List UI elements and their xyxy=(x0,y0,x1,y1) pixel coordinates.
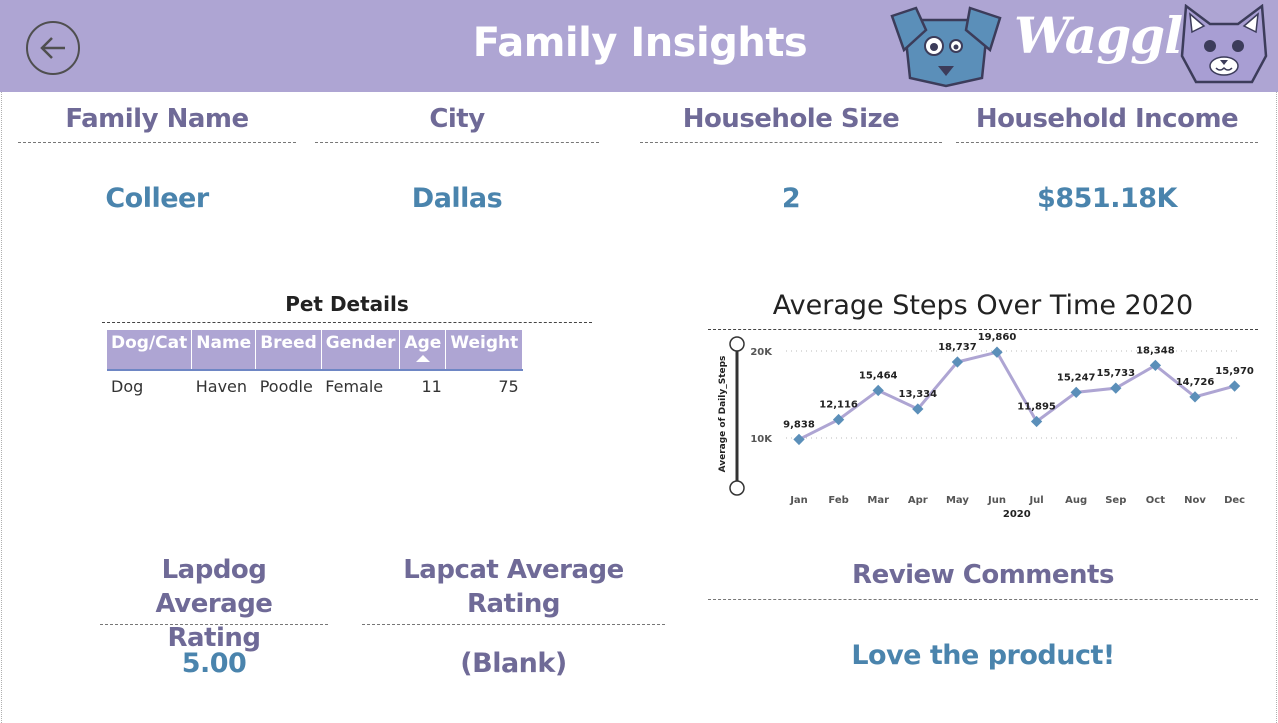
review-comments-value: Love the product! xyxy=(851,640,1115,671)
data-label: 15,247 xyxy=(1057,372,1096,383)
review-comments-label: Review Comments xyxy=(852,560,1114,590)
x-tick-label: Jan xyxy=(789,495,808,506)
cell-gender: Female xyxy=(325,377,384,396)
table-header-row: Dog/Cat Name Breed Gender Age Weight xyxy=(107,330,524,371)
y-axis-title: Average of Daily_Steps xyxy=(718,356,728,473)
page-title: Family Insights xyxy=(472,20,808,66)
x-tick-label: Dec xyxy=(1224,495,1245,506)
family-name-label: Family Name xyxy=(65,104,249,134)
x-tick-label: Jul xyxy=(1028,495,1043,506)
zoom-slider-handle-bottom[interactable] xyxy=(729,480,745,496)
city-label: City xyxy=(429,104,485,134)
chart-title-divider xyxy=(708,329,1258,330)
data-label: 13,334 xyxy=(899,389,938,400)
column-header-name[interactable]: Name xyxy=(191,330,257,371)
right-frame-border xyxy=(1276,92,1277,723)
table-row[interactable]: Dog Haven Poodle Female 11 75 xyxy=(107,370,523,402)
brand-logo-text: Waggle xyxy=(1014,6,1214,65)
data-label: 11,895 xyxy=(1017,402,1056,413)
dog-logo-icon xyxy=(890,6,1002,88)
data-label: 12,116 xyxy=(819,400,858,411)
column-header-breed[interactable]: Breed xyxy=(255,330,322,371)
column-header-dog-cat[interactable]: Dog/Cat xyxy=(107,330,193,371)
data-point xyxy=(1228,380,1241,392)
review-comments-divider xyxy=(708,599,1258,600)
data-label: 14,726 xyxy=(1176,377,1215,388)
data-label: 18,348 xyxy=(1136,345,1175,356)
zoom-slider-handle-top[interactable] xyxy=(729,336,745,352)
column-header-age-label: Age xyxy=(404,333,442,353)
chart-title: Average Steps Over Time 2020 xyxy=(772,290,1194,321)
x-tick-label: Mar xyxy=(867,495,889,506)
family-name-divider xyxy=(18,142,296,143)
cell-name: Haven xyxy=(195,377,248,396)
household-size-divider xyxy=(640,142,942,143)
data-label: 15,733 xyxy=(1097,368,1136,379)
lapcat-rating-label-line1: Lapcat Average xyxy=(403,555,624,585)
data-point xyxy=(793,433,805,446)
city-value: Dallas xyxy=(411,183,503,214)
data-point xyxy=(1070,386,1082,399)
lapdog-rating-value: 5.00 xyxy=(181,648,247,679)
x-axis-title: 2020 xyxy=(1003,509,1031,520)
lapcat-rating-label: Lapcat Average Rating xyxy=(362,553,665,621)
cell-age: 11 xyxy=(421,377,442,396)
x-tick-label: Feb xyxy=(828,495,848,506)
data-label: 9,838 xyxy=(783,419,815,430)
pet-details-title: Pet Details xyxy=(285,292,409,316)
series-line xyxy=(798,350,1235,441)
data-label: 19,860 xyxy=(978,332,1017,343)
x-tick-label: Oct xyxy=(1146,495,1165,506)
household-income-label: Household Income xyxy=(975,104,1239,134)
header-bar: Family Insights Waggle xyxy=(0,0,1278,92)
lapdog-rating-label: Lapdog Average Rating xyxy=(100,553,328,655)
lapcat-rating-label-line2: Rating xyxy=(466,589,561,619)
cell-breed: Poodle xyxy=(259,377,313,396)
lapdog-rating-divider xyxy=(100,624,328,625)
sort-ascending-icon xyxy=(415,355,430,362)
x-tick-label: Jun xyxy=(987,495,1006,506)
pet-details-divider xyxy=(102,322,592,323)
household-size-label: Householе Size xyxy=(682,104,900,134)
data-point xyxy=(1189,391,1201,403)
cell-weight: 75 xyxy=(498,377,519,396)
household-size-value: 2 xyxy=(781,183,801,214)
column-header-weight[interactable]: Weight xyxy=(445,330,524,371)
cat-logo-icon xyxy=(1180,4,1268,84)
data-point xyxy=(991,346,1003,358)
steps-line-chart: Average of Daily_Steps 10K 20K 9,838 Jan 12,1… xyxy=(718,332,1254,520)
x-tick-label: Aug xyxy=(1065,495,1087,506)
data-label: 18,737 xyxy=(938,342,977,353)
back-button[interactable] xyxy=(26,21,80,75)
back-arrow-icon xyxy=(40,37,65,59)
lapcat-rating-divider xyxy=(362,624,665,625)
x-tick-label: May xyxy=(946,495,969,506)
lapcat-rating-value: (Blank) xyxy=(460,648,567,679)
y-tick-label: 10K xyxy=(750,434,773,445)
cell-dog-cat: Dog xyxy=(111,377,144,396)
data-label: 15,464 xyxy=(859,370,898,381)
data-point xyxy=(951,356,964,368)
x-tick-label: Apr xyxy=(908,495,928,506)
x-tick-label: Nov xyxy=(1184,495,1206,506)
left-frame-border xyxy=(1,92,2,723)
data-label: 15,970 xyxy=(1215,366,1254,377)
lapdog-rating-label-line2: Rating xyxy=(167,623,261,653)
column-header-gender[interactable]: Gender xyxy=(321,330,401,371)
household-income-divider xyxy=(956,142,1258,143)
pet-details-table: Dog/Cat Name Breed Gender Age Weight Dog… xyxy=(107,330,524,402)
family-name-value: Colleer xyxy=(105,183,209,214)
city-divider xyxy=(315,142,599,143)
column-header-age[interactable]: Age xyxy=(399,330,447,371)
household-income-value: $851.18K xyxy=(1037,183,1177,214)
lapdog-rating-label-line1: Lapdog Average xyxy=(155,555,273,619)
x-tick-label: Sep xyxy=(1105,495,1126,506)
y-tick-label: 20K xyxy=(750,347,773,358)
